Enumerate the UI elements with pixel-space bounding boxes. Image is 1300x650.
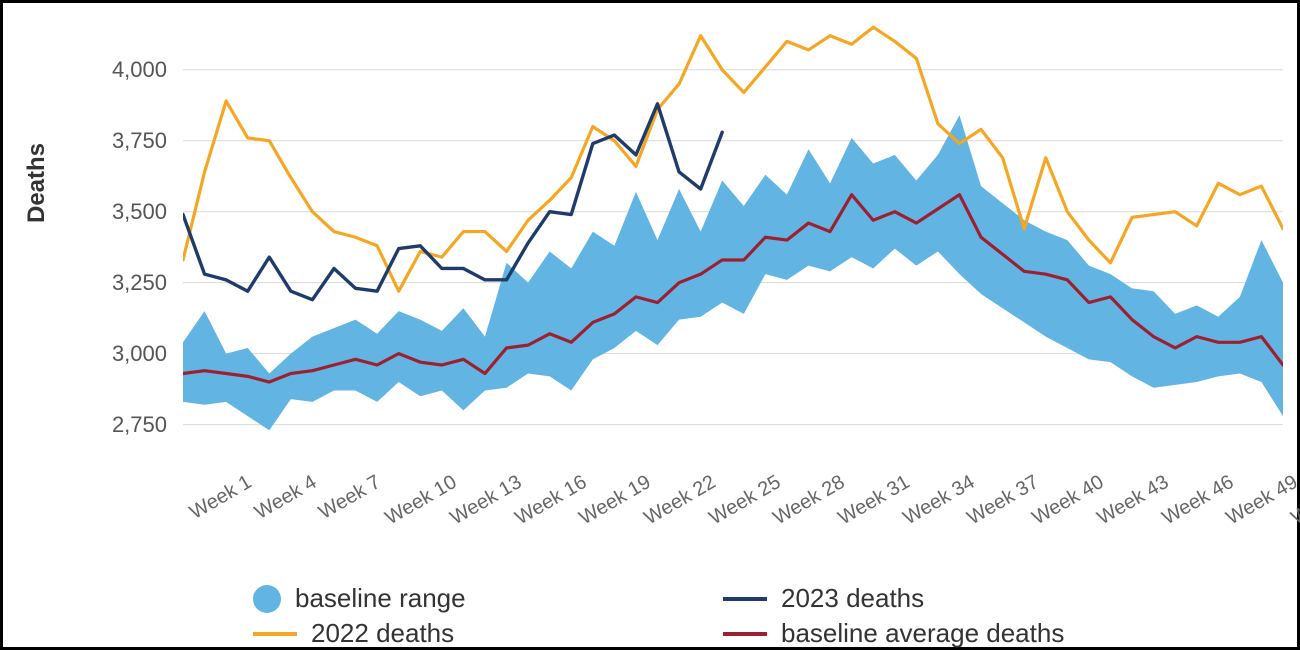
y-tick-label: 3,750 <box>97 128 167 154</box>
swatch-circle-icon <box>253 585 281 613</box>
x-tick-label: Week 46 <box>1158 471 1238 530</box>
x-tick-label: Week 34 <box>899 471 979 530</box>
legend-label: baseline average deaths <box>781 618 1064 649</box>
plot-area <box>183 13 1283 453</box>
x-tick-label: Week 43 <box>1093 471 1173 530</box>
baseline-range-band <box>183 115 1283 430</box>
legend-item-baseline-range: baseline range <box>253 583 683 614</box>
x-tick-label: Week 7 <box>315 471 385 525</box>
x-tick-label: Week 49 <box>1223 471 1300 530</box>
x-tick-label: Week 31 <box>835 471 915 530</box>
legend-item-2022: 2022 deaths <box>253 618 683 649</box>
x-tick-label: Week 37 <box>964 471 1044 530</box>
x-tick-label: Week 4 <box>251 471 321 525</box>
legend-label: 2022 deaths <box>311 618 454 649</box>
y-axis-title: Deaths <box>23 143 51 223</box>
y-tick-label: 3,250 <box>97 270 167 296</box>
chart-svg <box>183 13 1283 453</box>
x-tick-label: Week 19 <box>576 471 656 530</box>
swatch-line-icon <box>253 632 297 636</box>
x-tick-label: Week 16 <box>511 471 591 530</box>
x-tick-label: Week 28 <box>770 471 850 530</box>
y-tick-label: 3,000 <box>97 341 167 367</box>
x-tick-label: Week 13 <box>446 471 526 530</box>
legend: baseline range 2023 deaths 2022 deaths b… <box>253 583 1153 649</box>
swatch-line-icon <box>723 632 767 636</box>
x-tick-label: Week 10 <box>382 471 462 530</box>
x-tick-label: Week 22 <box>640 471 720 530</box>
x-tick-label: Week 1 <box>186 471 256 525</box>
legend-item-baseline-avg: baseline average deaths <box>723 618 1153 649</box>
legend-label: 2023 deaths <box>781 583 924 614</box>
chart-frame: Deaths 2,750 3,000 3,250 3,500 3,750 4,000 We… <box>0 0 1300 650</box>
x-tick-label: Week 40 <box>1029 471 1109 530</box>
y-tick-label: 3,500 <box>97 199 167 225</box>
legend-label: baseline range <box>295 583 466 614</box>
y-tick-label: 4,000 <box>97 57 167 83</box>
x-tick-label: Week 25 <box>705 471 785 530</box>
y-tick-label: 2,750 <box>97 412 167 438</box>
swatch-line-icon <box>723 597 767 601</box>
legend-item-2023: 2023 deaths <box>723 583 1153 614</box>
